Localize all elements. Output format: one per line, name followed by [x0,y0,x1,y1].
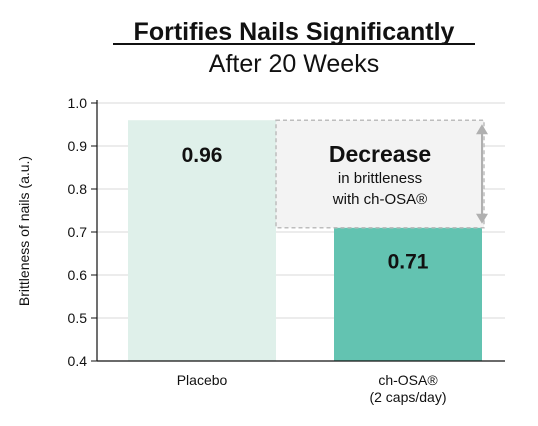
y-axis-label: Brittleness of nails (a.u.) [16,156,32,306]
y-tick-label: 0.7 [68,224,88,240]
x-axis-ticks: Placebo ch-OSA®(2 caps/day) [177,372,447,405]
y-tick-label: 1.0 [68,95,88,111]
y-tick-label: 0.4 [68,353,88,369]
x-tick-label: (2 caps/day) [369,389,446,405]
y-tick-label: 0.8 [68,181,88,197]
decrease-arrow-up-head [476,124,488,135]
bar [334,227,482,361]
x-tick-label: ch-OSA® [378,372,438,388]
annotation-line-2: with ch-OSA® [332,191,427,208]
bar-value-label: 0.71 [388,251,429,274]
decrease-arrow-down-head [476,213,488,224]
bar [128,120,276,361]
y-tick-label: 0.5 [68,310,88,326]
chart-subtitle: After 20 Weeks [209,50,379,78]
bar-value-label: 0.96 [182,144,223,167]
decrease-box [275,119,485,229]
annotation-heading: Decrease [329,141,431,167]
bars: 0.96 0.71 [128,120,482,361]
y-axis-ticks: 0.4 0.5 0.6 0.7 0.8 0.9 1.0 [68,95,97,369]
decrease-annotation: Decrease in brittleness with ch-OSA® [275,119,488,229]
y-tick-label: 0.6 [68,267,88,283]
x-tick-label: Placebo [177,372,228,388]
chart-title: Fortifies Nails Significantly [134,18,455,46]
annotation-line-1: in brittleness [338,170,422,187]
y-tick-label: 0.9 [68,138,88,154]
